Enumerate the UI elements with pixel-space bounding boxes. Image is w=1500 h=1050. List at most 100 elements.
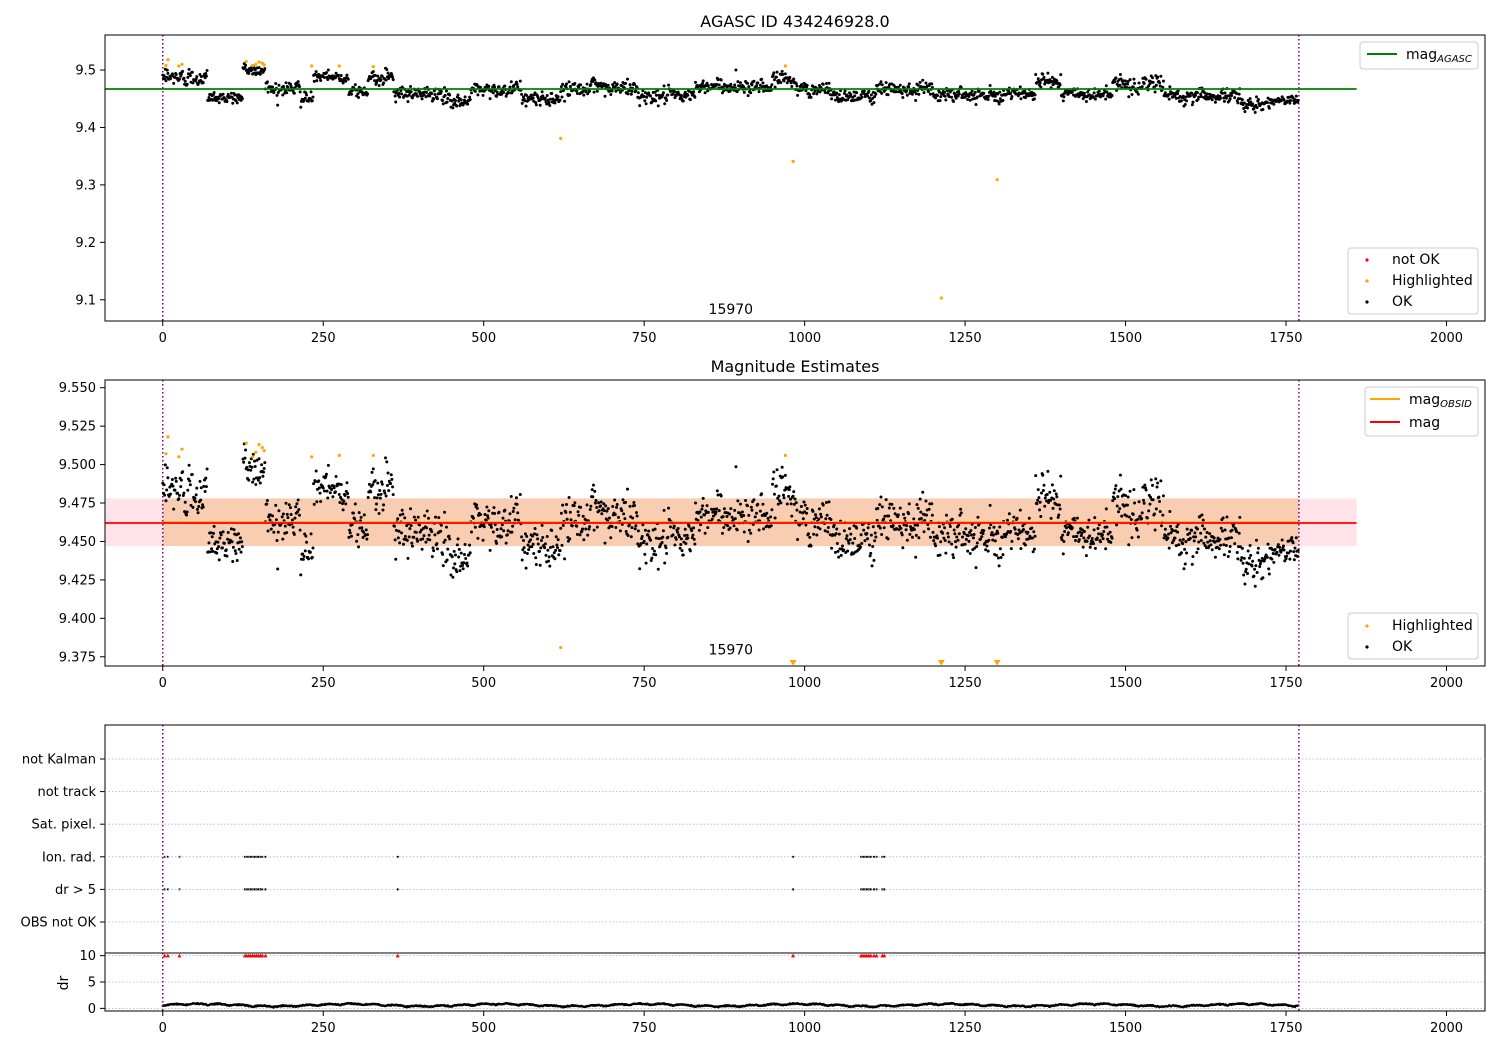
ok-point — [345, 481, 349, 485]
ok-point — [534, 101, 538, 105]
ok-point — [407, 535, 411, 539]
ok-point — [274, 518, 278, 522]
ok-point — [416, 94, 420, 98]
highlighted-point — [783, 64, 787, 68]
ok-point — [1082, 536, 1086, 540]
ok-point — [275, 93, 279, 97]
ok-point — [190, 472, 194, 476]
ok-point — [746, 81, 750, 85]
ok-point — [582, 93, 586, 97]
ok-point — [1158, 84, 1162, 88]
ok-point — [261, 474, 265, 478]
ok-point — [1224, 544, 1228, 548]
ok-point — [1043, 504, 1047, 508]
ok-point — [449, 573, 453, 577]
ok-point — [1125, 82, 1129, 86]
ok-point — [1222, 99, 1226, 103]
ok-point — [921, 490, 925, 494]
ok-point — [629, 535, 633, 539]
ok-point — [1259, 559, 1263, 563]
ok-point — [901, 546, 905, 550]
ok-point — [886, 93, 890, 97]
ok-point — [589, 504, 593, 508]
ok-point — [923, 518, 927, 522]
ok-point — [164, 499, 168, 503]
legend-box — [1359, 41, 1479, 70]
ok-point — [457, 99, 461, 103]
ok-point — [1039, 85, 1043, 89]
ok-point — [872, 558, 876, 562]
ok-point — [323, 75, 327, 79]
ok-point — [950, 95, 954, 99]
ok-point — [760, 77, 764, 81]
ok-point — [389, 482, 393, 486]
ok-point — [1114, 76, 1118, 80]
ok-point — [1222, 543, 1226, 547]
ok-point — [1296, 549, 1300, 553]
ok-point — [996, 100, 1000, 104]
ok-point — [281, 84, 285, 88]
ok-point — [250, 68, 254, 72]
ok-point — [344, 79, 348, 83]
ok-point — [937, 525, 941, 529]
ok-point — [815, 533, 819, 537]
ok-point — [593, 489, 597, 493]
ok-point — [181, 69, 185, 73]
ok-point — [944, 513, 948, 517]
ok-point — [871, 96, 875, 100]
ok-point — [618, 529, 622, 533]
ok-point — [701, 79, 705, 83]
ok-point — [202, 484, 206, 488]
ok-point — [506, 90, 510, 94]
ok-point — [478, 513, 482, 517]
ok-point — [291, 525, 295, 529]
ok-point — [837, 100, 841, 104]
ok-point — [1039, 515, 1043, 519]
ok-point — [1127, 543, 1131, 547]
ok-point — [543, 546, 547, 550]
ok-point — [475, 503, 479, 507]
ok-point — [1233, 96, 1237, 100]
ok-point — [382, 503, 386, 507]
ok-point — [1153, 528, 1157, 532]
ok-point — [314, 480, 318, 484]
ok-point — [738, 81, 742, 85]
ok-point — [842, 548, 846, 552]
ok-point — [1237, 92, 1241, 96]
ok-point — [187, 463, 191, 467]
ok-point — [538, 103, 542, 107]
ok-point — [602, 502, 606, 506]
ok-point — [425, 90, 429, 94]
ok-point — [769, 524, 773, 528]
ok-point — [1092, 91, 1096, 95]
ok-point — [533, 526, 537, 530]
ok-point — [880, 83, 884, 87]
ok-point — [461, 563, 465, 567]
ok-point — [391, 78, 395, 82]
ok-point — [284, 81, 288, 85]
ok-point — [1037, 496, 1041, 500]
ok-point — [189, 503, 193, 507]
ok-point — [174, 73, 178, 77]
ok-point — [518, 492, 522, 496]
ok-point — [1032, 530, 1036, 534]
ok-point — [1059, 73, 1063, 77]
highlighted-point — [251, 455, 255, 459]
ok-point — [321, 486, 325, 490]
ok-point — [326, 68, 330, 72]
ok-point — [456, 93, 460, 97]
ok-point — [935, 93, 939, 97]
ok-point — [393, 94, 397, 98]
ok-point — [694, 501, 698, 505]
ok-point — [450, 555, 454, 559]
ok-point — [794, 501, 798, 505]
ok-point — [642, 94, 646, 98]
ok-point — [416, 539, 420, 543]
ok-point — [813, 89, 817, 93]
legend-marker-ok — [1365, 300, 1369, 304]
ok-point — [1140, 85, 1144, 89]
ok-point — [237, 547, 241, 551]
ok-point — [729, 82, 733, 86]
x-tick-label: 500 — [471, 676, 496, 691]
ok-point — [692, 90, 696, 94]
